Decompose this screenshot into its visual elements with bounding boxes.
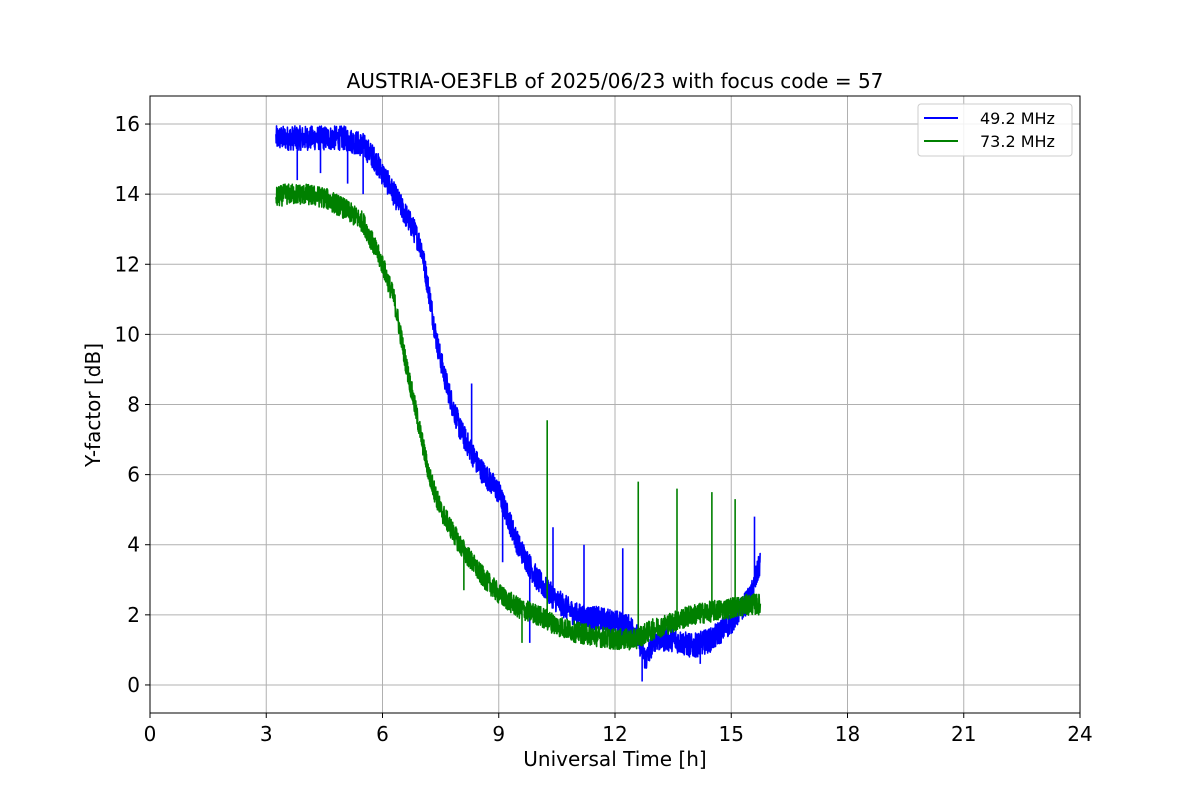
x-tick-label: 24 <box>1067 722 1092 746</box>
y-tick-label: 10 <box>115 322 140 346</box>
grid-lines <box>150 96 1080 713</box>
x-tick-label: 18 <box>835 722 860 746</box>
y-tick-label: 6 <box>127 463 140 487</box>
y-axis-ticks: 0 2 4 6 8 10 12 14 16 <box>115 112 150 697</box>
series-line-2 <box>275 183 762 651</box>
y-tick-label: 8 <box>127 393 140 417</box>
plot-series <box>275 125 762 682</box>
y-tick-label: 0 <box>127 673 140 697</box>
x-axis-label: Universal Time [h] <box>523 747 706 771</box>
y-axis-label: Y-factor [dB] <box>81 343 105 468</box>
y-tick-label: 2 <box>127 603 140 627</box>
y-tick-label: 16 <box>115 112 140 136</box>
legend-label: 73.2 MHz <box>980 132 1055 151</box>
x-tick-label: 15 <box>719 722 744 746</box>
y-tick-label: 14 <box>115 182 140 206</box>
x-tick-label: 6 <box>376 722 389 746</box>
y-tick-label: 12 <box>115 252 140 276</box>
legend: 49.2 MHz 73.2 MHz <box>917 103 1073 157</box>
x-tick-label: 9 <box>492 722 505 746</box>
legend-label: 49.2 MHz <box>980 109 1055 128</box>
y-tick-label: 4 <box>127 533 140 557</box>
x-axis-ticks: 0 3 6 9 12 15 18 21 24 <box>144 713 1093 746</box>
chart-title: AUSTRIA-OE3FLB of 2025/06/23 with focus … <box>347 69 884 93</box>
x-tick-label: 0 <box>144 722 157 746</box>
x-tick-label: 12 <box>602 722 627 746</box>
x-tick-label: 3 <box>260 722 273 746</box>
x-tick-label: 21 <box>951 722 976 746</box>
